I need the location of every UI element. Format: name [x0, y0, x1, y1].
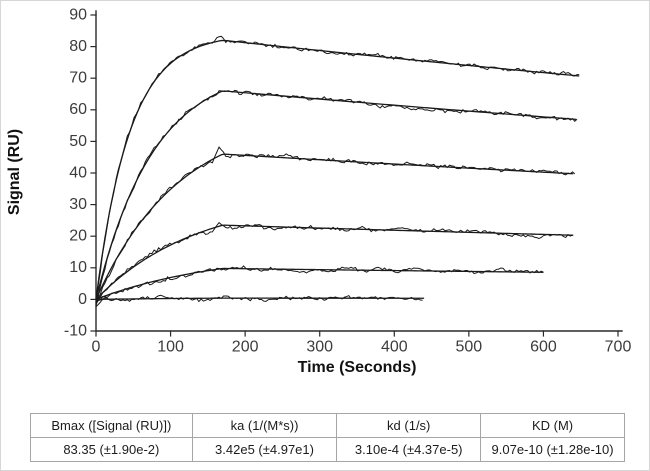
table-header-ka: ka (1/(M*s)): [191, 413, 338, 438]
table-header-bmax: Bmax ([Signal (RU)]): [30, 413, 193, 438]
table-header-kd: kd (1/s): [336, 413, 482, 438]
kinetics-value-row: 83.35 (±1.90e-2) 3.42e5 (±4.97e1) 3.10e-…: [30, 437, 625, 462]
table-header-KD: KD (M): [480, 413, 625, 438]
table-value-bmax: 83.35 (±1.90e-2): [30, 437, 193, 462]
kinetics-header-row: Bmax ([Signal (RU)]) ka (1/(M*s)) kd (1/…: [30, 413, 625, 438]
y-axis-label: Signal (RU): [6, 128, 23, 216]
table-value-kd: 3.10e-4 (±4.37e-5): [336, 437, 482, 462]
sensorgram-canvas: [1, 1, 649, 406]
table-value-ka: 3.42e5 (±4.97e1): [191, 437, 338, 462]
table-value-KD: 9.07e-10 (±1.28e-10): [480, 437, 625, 462]
kinetics-table: Bmax ([Signal (RU)]) ka (1/(M*s)) kd (1/…: [30, 413, 625, 462]
x-axis-label: Time (Seconds): [297, 359, 417, 376]
